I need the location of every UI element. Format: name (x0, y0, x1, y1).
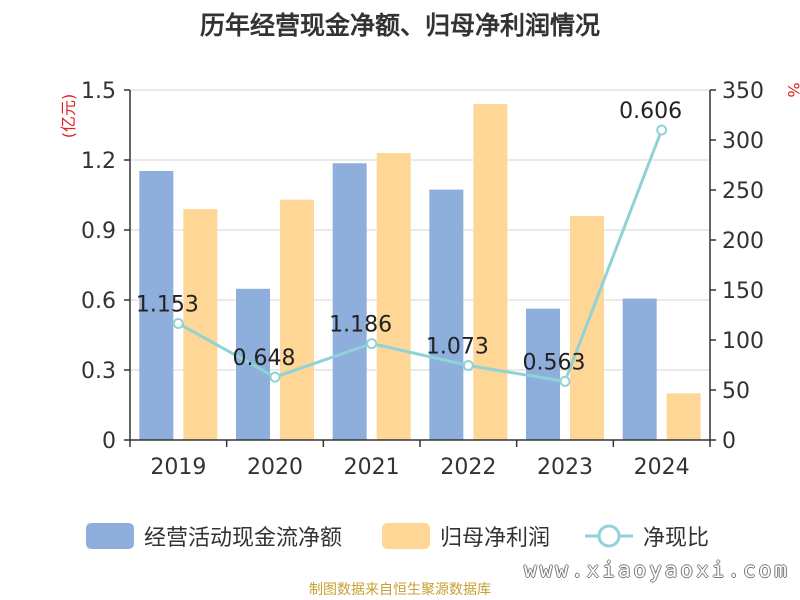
bar-net-profit (473, 104, 508, 440)
ratio-line-path (177, 129, 664, 384)
legend-label-cashflow: 经营活动现金流净额 (144, 526, 343, 551)
legend-item-cashflow[interactable]: 经营活动现金流净额 (86, 516, 342, 556)
ratio-point (559, 375, 571, 387)
data-label: 0.563 (523, 350, 586, 375)
ratio-point (656, 124, 668, 136)
ratio-point (269, 371, 281, 383)
bar-cashflow (622, 298, 657, 440)
y-left-tick-label: 0.3 (81, 359, 116, 384)
bar-net-profit (666, 393, 701, 440)
legend-line-icon (585, 524, 633, 548)
y-right-axis-label: % (784, 82, 800, 97)
data-label: 1.153 (136, 293, 199, 318)
data-label: 1.073 (426, 335, 489, 360)
x-tick-label: 2023 (537, 455, 593, 480)
data-labels: 1.153 0.648 1.186 1.073 0.563 0.606 (136, 99, 682, 375)
y-right-tick-label: 100 (722, 329, 764, 354)
x-tick-label: 2021 (344, 455, 400, 480)
legend-label-net-profit: 归母净利润 (440, 526, 551, 551)
bar-net-profit (280, 199, 314, 440)
source-note: 制图数据来自恒生聚源数据库 (309, 582, 491, 598)
y-left-axis-label: (亿元) (59, 94, 78, 139)
bar-marks (139, 104, 701, 440)
legend: 经营活动现金流净额 归母净利润 净现比 (0, 516, 800, 556)
bar-cashflow (429, 189, 464, 440)
x-tick-label: 2019 (150, 455, 206, 480)
bar-cashflow (332, 163, 367, 440)
y-left-tick-label: 0.9 (81, 219, 116, 244)
x-tick-label: 2024 (634, 455, 690, 480)
watermark: www.xiaoyaoxi.com (524, 558, 790, 582)
ratio-line (172, 124, 668, 387)
ratio-point (172, 318, 184, 329)
bar-net-profit (376, 153, 411, 440)
y-left-tick-label: 0 (102, 429, 116, 454)
y-left-tick-label: 1.5 (81, 79, 116, 104)
legend-swatch-net-profit (382, 523, 430, 549)
y-right-tick-label: 350 (722, 79, 764, 104)
legend-item-net-profit[interactable]: 归母净利润 (382, 516, 550, 556)
y-left-tick-label: 1.2 (81, 149, 116, 174)
chart-title: 历年经营现金净额、归母净利润情况 (199, 11, 600, 40)
bar-cashflow (526, 308, 560, 440)
x-tick-label: 2020 (247, 455, 303, 480)
y-right-tick-label: 300 (722, 129, 764, 154)
axes: 0 0.3 0.6 0.9 1.2 1.5 0 50 100 150 200 250 300 350 (亿元… (59, 79, 800, 480)
bar-cashflow (139, 170, 174, 440)
y-right-tick-label: 50 (722, 379, 750, 404)
y-right-tick-label: 250 (722, 179, 764, 204)
y-right-tick-label: 150 (722, 279, 764, 304)
ratio-point (462, 360, 474, 371)
data-label: 1.186 (329, 313, 392, 338)
x-tick-label: 2022 (440, 455, 496, 480)
legend-swatch-cashflow (86, 523, 134, 549)
legend-item-cash-ratio[interactable]: 净现比 (585, 516, 709, 556)
data-label: 0.648 (233, 346, 296, 371)
data-label: 0.606 (619, 99, 682, 124)
ratio-point (366, 338, 378, 350)
y-left-tick-label: 0.6 (81, 289, 116, 314)
y-right-tick-label: 200 (722, 229, 764, 254)
legend-label-cash-ratio: 净现比 (643, 526, 710, 551)
grid-lines (130, 89, 710, 371)
y-right-tick-label: 0 (722, 429, 736, 454)
bar-net-profit (183, 209, 218, 440)
